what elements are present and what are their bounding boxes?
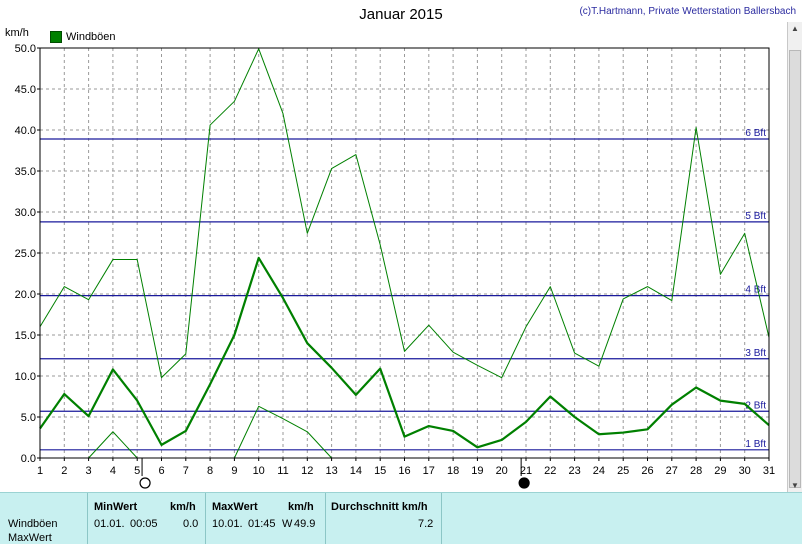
avg-value: 7.2 (418, 518, 433, 530)
y-tick-label: 15.0 (15, 330, 36, 342)
vertical-scrollbar[interactable]: ▲ ▼ (787, 22, 802, 492)
max-unit: km/h (288, 501, 314, 513)
y-tick-label: 20.0 (15, 289, 36, 301)
divider (325, 493, 326, 544)
x-tick-label: 24 (593, 465, 605, 477)
x-tick-label: 9 (231, 465, 237, 477)
max-header: MaxWert (212, 501, 258, 513)
beaufort-label: 1 Bft (745, 439, 766, 450)
y-tick-label: 25.0 (15, 248, 36, 260)
series-line-mean (40, 258, 769, 447)
min-unit: km/h (170, 501, 196, 513)
y-tick-label: 0.0 (21, 453, 36, 465)
divider (205, 493, 206, 544)
max-value: 49.9 (294, 518, 315, 530)
avg-header: Durchschnitt km/h (331, 501, 428, 513)
x-tick-label: 11 (277, 465, 288, 477)
x-tick-label: 8 (207, 465, 213, 477)
max-time: 01:45 (248, 518, 276, 530)
scroll-up-icon[interactable]: ▲ (788, 24, 802, 33)
max-direction: W (282, 518, 292, 530)
x-tick-label: 14 (350, 465, 362, 477)
min-value: 0.0 (183, 518, 198, 530)
row-label-maxwert: MaxWert (8, 532, 52, 544)
x-tick-label: 23 (568, 465, 580, 477)
statistics-panel: Windböen MaxWert MinWert km/h 01.01. 00:… (0, 492, 802, 544)
beaufort-label: 3 Bft (745, 348, 766, 359)
x-tick-label: 5 (134, 465, 140, 477)
x-tick-label: 15 (374, 465, 386, 477)
x-tick-label: 18 (447, 465, 459, 477)
x-tick-label: 12 (301, 465, 313, 477)
x-tick-label: 4 (110, 465, 116, 477)
x-tick-label: 17 (423, 465, 435, 477)
beaufort-label: 2 Bft (745, 400, 766, 411)
x-tick-label: 31 (763, 465, 775, 477)
min-date: 01.01. (94, 518, 125, 530)
row-label-windboeen: Windböen (8, 518, 58, 530)
y-tick-label: 30.0 (15, 207, 36, 219)
x-tick-label: 27 (666, 465, 678, 477)
legend: Windböen (50, 31, 116, 43)
x-tick-label: 19 (471, 465, 483, 477)
x-tick-label: 21 (520, 465, 532, 477)
grid-layer (40, 48, 769, 458)
x-tick-label: 29 (714, 465, 726, 477)
beaufort-label: 4 Bft (745, 285, 766, 296)
y-tick-label: 10.0 (15, 371, 36, 383)
scroll-down-icon[interactable]: ▼ (788, 481, 802, 490)
legend-swatch (50, 31, 62, 43)
divider (441, 493, 442, 544)
wind-gust-chart: 1 Bft 2 Bft 3 Bft 4 Bft 5 Bft 6 Bft 0.0 5.0 10.… (0, 0, 802, 492)
beaufort-label: 6 Bft (745, 128, 766, 139)
x-tick-label: 6 (158, 465, 164, 477)
x-tick-label: 13 (325, 465, 337, 477)
x-tick-label: 1 (37, 465, 43, 477)
x-tick-label: 22 (544, 465, 556, 477)
x-tick-label: 26 (641, 465, 653, 477)
x-tick-label: 20 (496, 465, 508, 477)
y-tick-label: 5.0 (21, 412, 36, 424)
x-tick-label: 3 (86, 465, 92, 477)
copyright-text: (c)T.Hartmann, Private Wetterstation Bal… (579, 6, 796, 17)
y-tick-label: 50.0 (15, 43, 36, 55)
max-date: 10.01. (212, 518, 243, 530)
x-tick-label: 7 (183, 465, 189, 477)
y-tick-label: 35.0 (15, 166, 36, 178)
beaufort-label: 5 Bft (745, 211, 766, 222)
x-tick-label: 28 (690, 465, 702, 477)
y-tick-label: 45.0 (15, 84, 36, 96)
scrollbar-thumb[interactable] (789, 50, 801, 488)
x-tick-label: 10 (253, 465, 265, 477)
x-tick-label: 2 (61, 465, 67, 477)
min-time: 00:05 (130, 518, 158, 530)
y-axis-unit: km/h (5, 27, 29, 39)
x-tick-label: 30 (739, 465, 751, 477)
y-tick-label: 40.0 (15, 125, 36, 137)
legend-label: Windböen (66, 31, 116, 43)
x-tick-label: 25 (617, 465, 629, 477)
new-moon-icon (519, 478, 529, 488)
min-header: MinWert (94, 501, 137, 513)
x-tick-label: 16 (398, 465, 410, 477)
full-moon-icon (140, 478, 150, 488)
divider (87, 493, 88, 544)
